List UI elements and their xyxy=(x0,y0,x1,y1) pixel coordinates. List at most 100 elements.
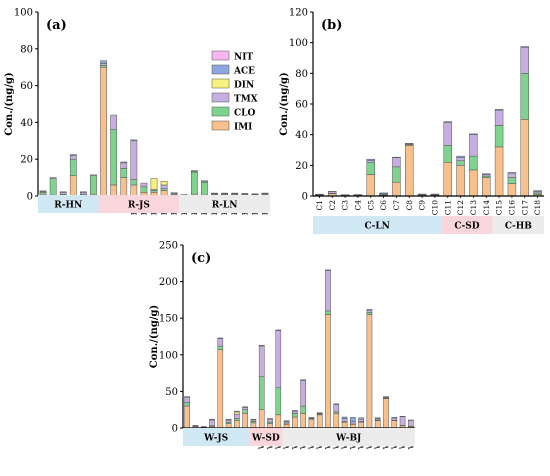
bar-imi-W18 xyxy=(325,314,331,429)
bar-ace-W10 xyxy=(258,345,265,347)
bar-imi-W15 xyxy=(300,413,306,429)
bar-ace-R3 xyxy=(59,191,67,193)
bar-tmx-R11 xyxy=(140,182,148,188)
group-band xyxy=(492,216,544,234)
bar-clo-C11 xyxy=(443,145,452,163)
bar-clo-R7 xyxy=(100,65,107,68)
bar-clo-R11 xyxy=(140,186,148,193)
bar-ace-W5 xyxy=(217,337,224,339)
y-tick-label: 20 xyxy=(295,161,308,172)
bar-tmx-C11 xyxy=(443,122,452,146)
y-tick-label: 100 xyxy=(289,38,308,49)
x-tick-label: C18 xyxy=(533,200,542,216)
group-band xyxy=(38,195,99,213)
bar-imi-W8 xyxy=(242,413,248,429)
bar-ace-W17 xyxy=(316,412,323,414)
bar-din-W7 xyxy=(234,411,240,415)
x-tick-label: C14 xyxy=(482,200,491,216)
legend-swatch-nit xyxy=(211,50,230,61)
bar-clo-R1 xyxy=(39,192,47,195)
bar-tmx-W4 xyxy=(209,419,215,427)
bar-tmx-W15 xyxy=(300,380,306,407)
bar-clo-W8 xyxy=(242,409,248,414)
bar-imi-C13 xyxy=(469,169,478,197)
group-label: W-SD xyxy=(251,434,280,444)
x-tick-label: C16 xyxy=(507,200,516,216)
bar-clo-R8 xyxy=(110,129,118,186)
bar-tmx-R13 xyxy=(160,184,168,189)
bar-clo-C5 xyxy=(366,162,375,175)
x-tick-label: C3 xyxy=(341,200,350,211)
y-tick-label: 0 xyxy=(27,192,33,203)
group-band xyxy=(98,195,180,213)
y-tick-label: 250 xyxy=(159,241,178,252)
bar-imi-R8 xyxy=(110,184,118,197)
panel-label: (b) xyxy=(321,18,342,33)
bar-ace-W19 xyxy=(333,403,340,405)
bar-ace-R17 xyxy=(201,180,208,182)
x-tick-label: C6 xyxy=(379,200,388,211)
y-axis-label: Con./(ng/g) xyxy=(149,305,160,368)
x-tick-label: C2 xyxy=(328,200,337,211)
bar-tmx-R3 xyxy=(59,192,67,195)
bar-tmx-C17 xyxy=(520,47,529,74)
group-band xyxy=(249,428,283,446)
x-tick-label: C7 xyxy=(392,200,401,211)
bar-imi-R7 xyxy=(100,66,107,197)
group-label: C-HB xyxy=(505,222,532,232)
bar-ace-R7 xyxy=(100,60,107,64)
bar-imi-W17 xyxy=(316,414,323,429)
group-band xyxy=(313,216,442,234)
bar-ace-W7 xyxy=(234,410,240,413)
bar-tmx-W5 xyxy=(217,338,224,347)
bar-clo-R6 xyxy=(90,175,97,195)
bar-tmx-R10 xyxy=(130,140,138,180)
bar-tmx-W28 xyxy=(408,420,414,427)
bar-imi-C16 xyxy=(507,183,517,197)
bar-tmx-C13 xyxy=(469,134,478,157)
bar-ace-R19 xyxy=(221,192,228,194)
legend-label-imi: IMI xyxy=(234,123,252,133)
bar-tmx-W26 xyxy=(391,417,398,421)
bar-ace-C14 xyxy=(482,173,491,175)
bar-ace-R4 xyxy=(69,154,77,156)
bar-ace-R5 xyxy=(80,191,87,193)
y-tick-label: 60 xyxy=(20,81,33,92)
bar-tmx-C15 xyxy=(494,109,504,126)
bar-ace-C12 xyxy=(456,155,465,158)
bar-clo-C16 xyxy=(507,177,517,184)
x-tick-label: C15 xyxy=(495,200,504,216)
bar-imi-W10 xyxy=(258,409,265,429)
bar-clo-W18 xyxy=(325,310,331,315)
bar-ace-W20 xyxy=(341,416,348,419)
bar-imi-C11 xyxy=(443,162,452,197)
bar-ace-C6 xyxy=(379,192,388,194)
bar-imi-W6 xyxy=(225,423,232,429)
bar-imi-R4 xyxy=(69,175,77,197)
y-tick-label: 80 xyxy=(295,69,308,80)
bar-clo-C12 xyxy=(456,160,465,166)
x-tick-label: C9 xyxy=(418,200,427,211)
legend-swatch-tmx xyxy=(211,92,230,103)
x-tick-label: C5 xyxy=(366,200,375,211)
bar-clo-R13 xyxy=(160,188,168,191)
bar-ace-C11 xyxy=(443,121,452,123)
y-tick-label: 150 xyxy=(159,314,178,325)
bar-tmx-R6 xyxy=(90,174,97,177)
bar-ace-R22 xyxy=(251,193,259,195)
bar-clo-W5 xyxy=(217,345,224,350)
group-label: R-JS xyxy=(128,201,150,211)
chart-panel-1: 0 20 40 60 80 100 120 Con./(ng/g) (b) C1 C2 C3 C4 C5 C… xyxy=(279,8,544,234)
bar-imi-W9 xyxy=(250,422,257,429)
bar-imi-W5 xyxy=(217,349,224,429)
bar-ace-C13 xyxy=(469,133,478,135)
y-tick-label: 0 xyxy=(172,424,178,435)
bar-tmx-W21 xyxy=(350,421,356,425)
x-tick-label: C10 xyxy=(430,200,439,216)
bar-tmx-W14 xyxy=(292,410,298,414)
bar-tmx-C12 xyxy=(456,157,465,161)
bar-clo-R9 xyxy=(120,168,128,178)
bar-ace-W15 xyxy=(300,379,306,381)
x-tick-label: C13 xyxy=(469,200,478,216)
